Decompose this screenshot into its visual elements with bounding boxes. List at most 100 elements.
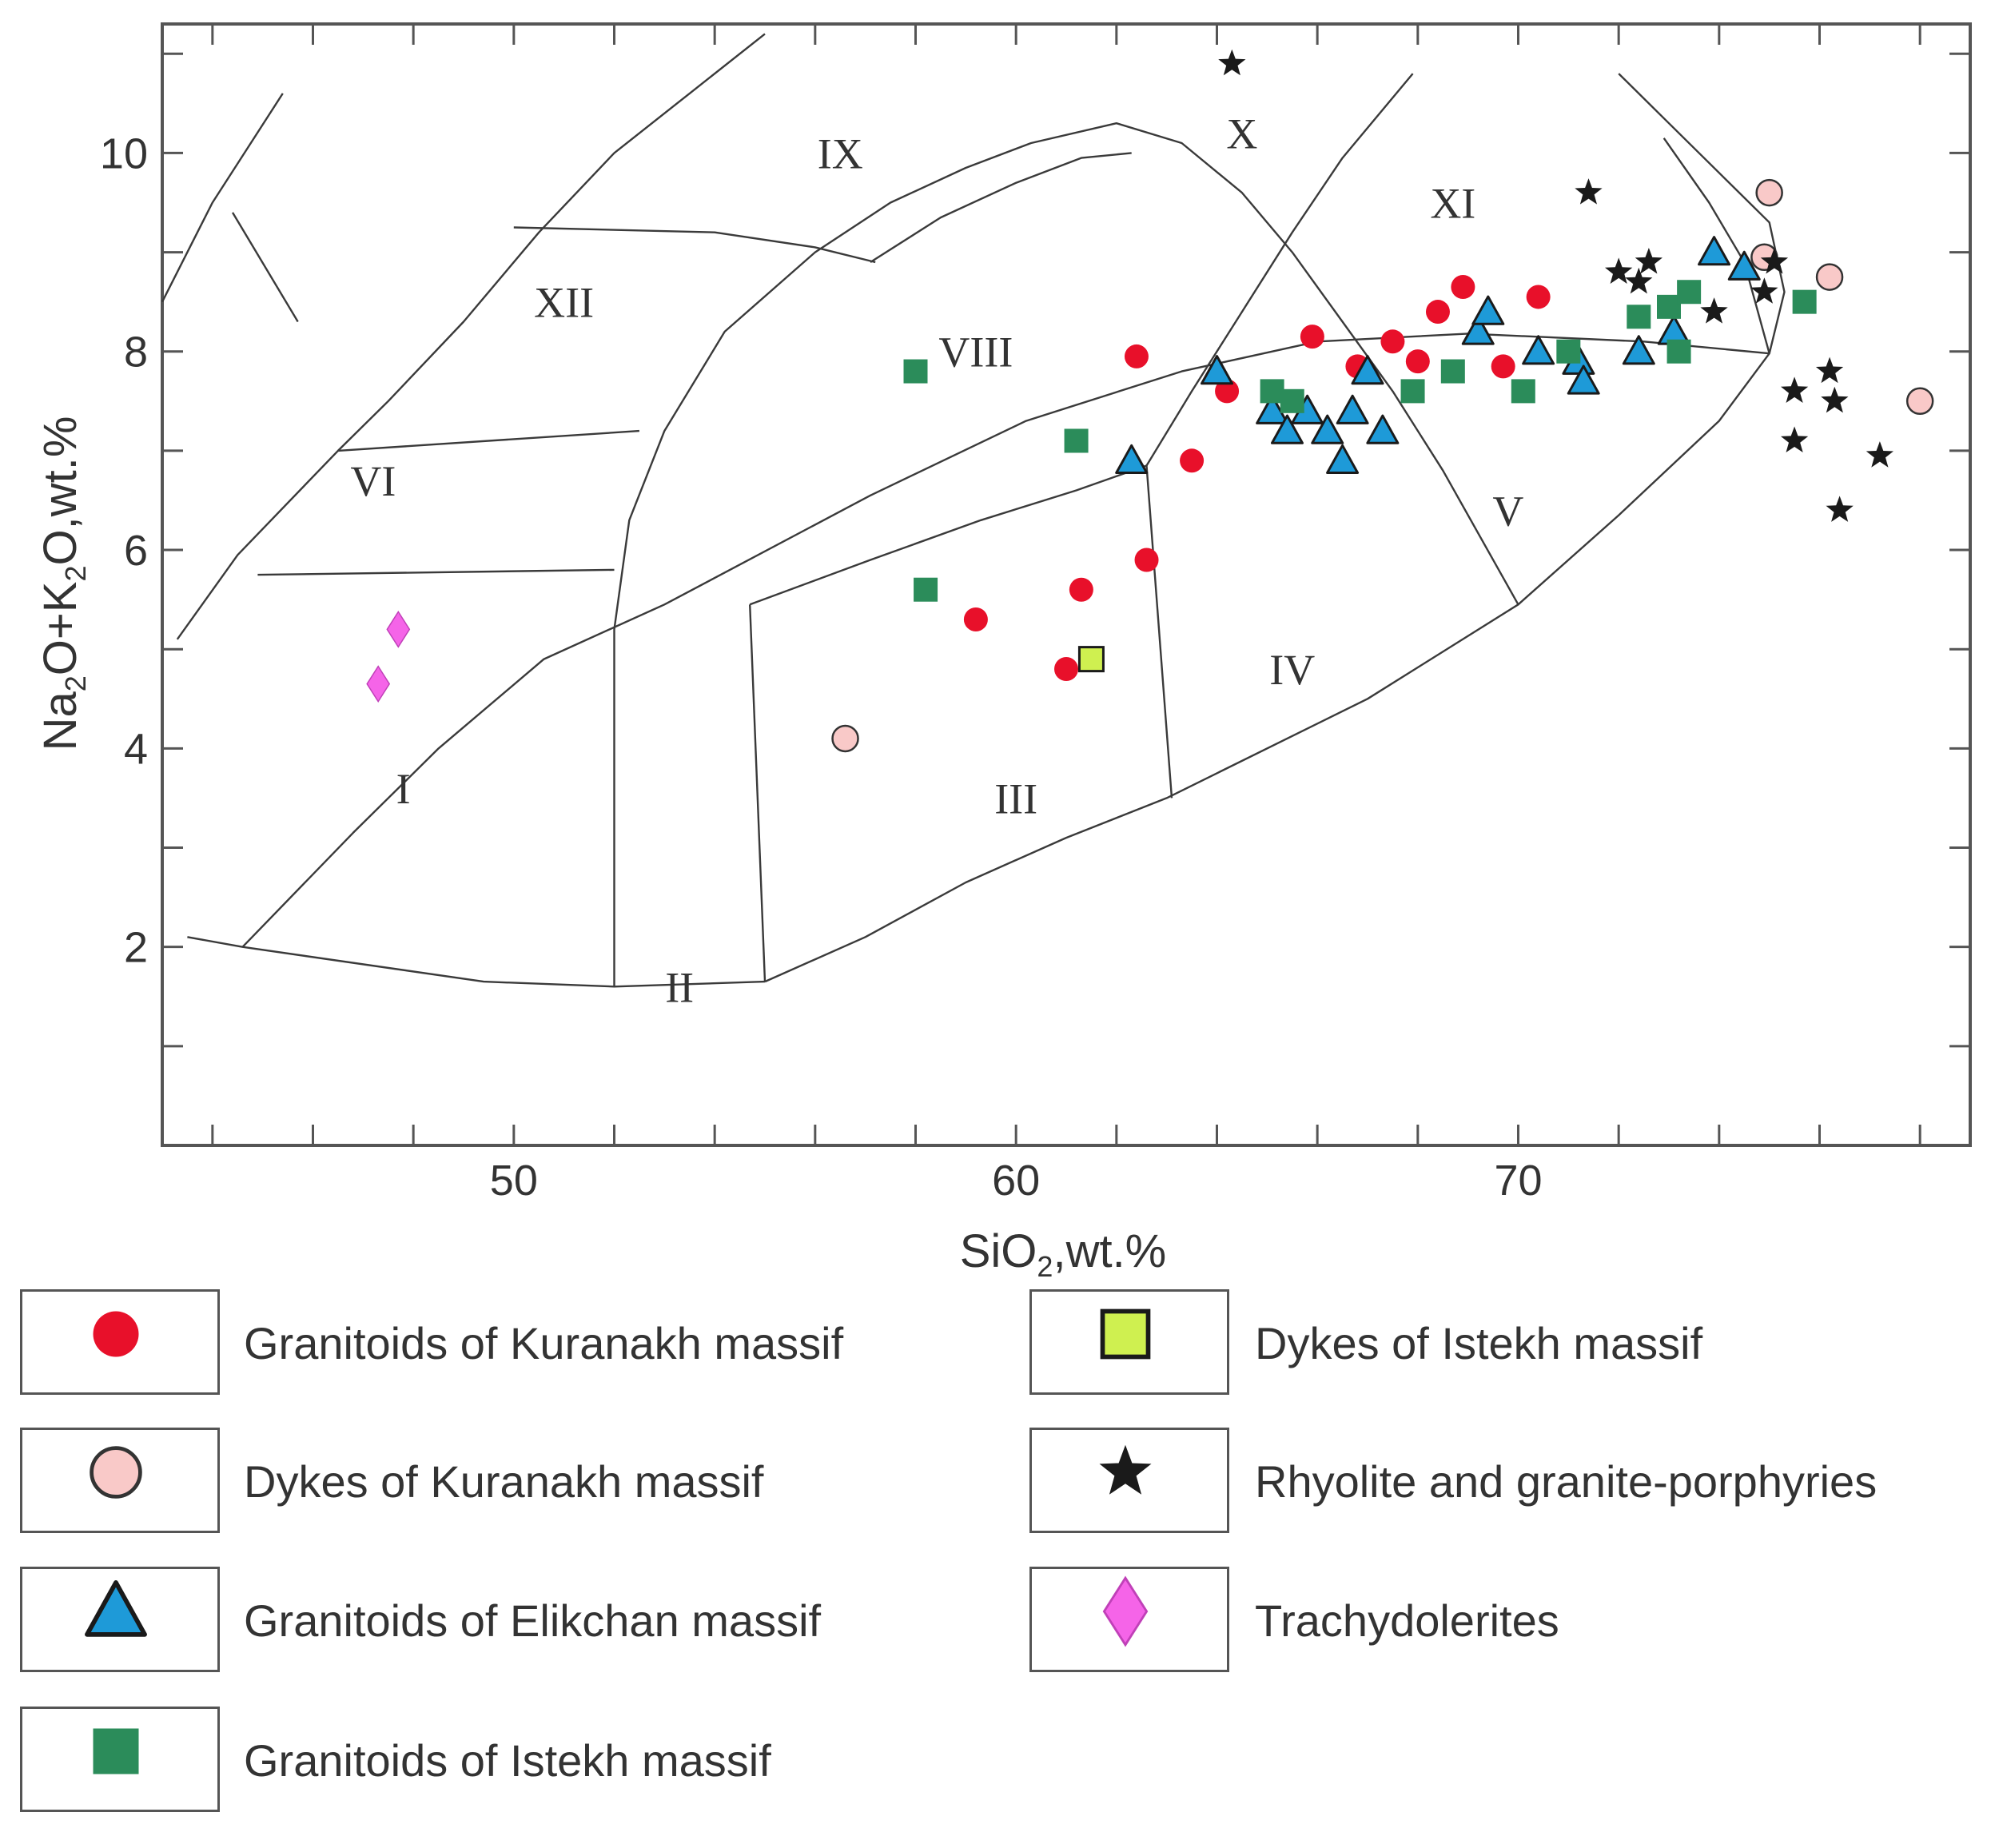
- data-point: [1115, 444, 1149, 475]
- data-point: [1815, 356, 1844, 384]
- data-point: [831, 724, 859, 753]
- field-label: I: [396, 765, 411, 813]
- series-group: [903, 280, 1817, 602]
- data-point: [1270, 414, 1304, 444]
- data-point: [1677, 280, 1702, 305]
- field-boundary-line: [613, 121, 1519, 987]
- legend-box: [1029, 1289, 1229, 1395]
- data-point: [1440, 359, 1465, 384]
- y-axis-title-sub: 2: [59, 675, 92, 691]
- y-axis-title-part: O,wt.%: [34, 416, 86, 566]
- data-point: [1280, 388, 1304, 413]
- field-boundary-line: [337, 429, 639, 452]
- data-point: [1635, 248, 1662, 274]
- data-point: [1326, 444, 1360, 475]
- x-axis-title-sub: 2: [1037, 1250, 1053, 1283]
- field-label: II: [665, 963, 694, 1011]
- data-point: [386, 610, 411, 648]
- legend-box: [20, 1567, 220, 1672]
- data-point: [1556, 339, 1581, 364]
- data-point: [1256, 394, 1289, 424]
- series-group: [1077, 646, 1105, 673]
- data-point: [1218, 49, 1246, 76]
- data-point: [1054, 657, 1078, 682]
- data-point: [1760, 248, 1789, 274]
- data-point: [1755, 178, 1783, 207]
- data-points: [366, 49, 1934, 753]
- data-point: [1698, 236, 1731, 266]
- field-label: III: [994, 775, 1037, 822]
- series-group: [963, 275, 1551, 682]
- data-point: [1471, 295, 1505, 325]
- data-point: [1064, 428, 1089, 453]
- legend-label: Dykes of Kuranakh massif: [244, 1456, 764, 1507]
- data-point: [903, 359, 928, 384]
- data-point: [1605, 257, 1633, 284]
- y-tick-label: 8: [124, 329, 148, 376]
- data-point: [1336, 394, 1369, 424]
- data-point: [1700, 297, 1728, 324]
- data-point: [1567, 364, 1600, 395]
- data-point: [1821, 386, 1849, 413]
- y-tick-label: 10: [100, 129, 148, 177]
- data-point: [1380, 329, 1405, 354]
- field-boundary-line: [1145, 465, 1173, 799]
- field-boundary-line: [1662, 137, 1770, 354]
- legend-label: Granitoids of Istekh massif: [244, 1735, 771, 1786]
- x-tick-label: 50: [490, 1157, 538, 1205]
- data-point: [914, 577, 938, 602]
- field-boundary-line: [1145, 73, 1414, 467]
- data-point: [1781, 376, 1809, 403]
- legend-label: Rhyolite and granite-porphyries: [1255, 1456, 1878, 1507]
- data-point: [1625, 267, 1653, 294]
- data-point: [963, 607, 988, 631]
- data-point: [1522, 335, 1555, 365]
- field-label: VI: [350, 457, 396, 505]
- series-group: [831, 178, 1934, 753]
- data-point: [1622, 335, 1655, 365]
- field-label: IV: [1269, 646, 1315, 694]
- data-point: [1727, 250, 1761, 281]
- data-point: [1627, 305, 1651, 329]
- data-point: [1260, 379, 1284, 404]
- data-point: [1491, 354, 1515, 379]
- data-point: [1366, 414, 1400, 444]
- y-tick-label: 2: [124, 924, 148, 972]
- x-axis-title: SiO2,wt.%: [960, 1225, 1167, 1283]
- field-label: IX: [818, 129, 863, 177]
- field-label: V: [1492, 487, 1523, 535]
- legend-box: [1029, 1428, 1229, 1533]
- data-point: [1815, 263, 1844, 291]
- field-boundary-line: [764, 73, 1786, 983]
- data-point: [1792, 289, 1817, 314]
- data-point: [1657, 294, 1681, 319]
- series-group: [1115, 236, 1761, 475]
- data-point: [366, 665, 391, 703]
- data-point: [1511, 379, 1535, 404]
- plot-frame: [161, 22, 1972, 1147]
- legend-box: [20, 1289, 220, 1395]
- field-boundaries: [161, 33, 1786, 988]
- x-tick-label: 70: [1494, 1157, 1542, 1205]
- data-point: [1425, 300, 1450, 325]
- legend-box: [20, 1428, 220, 1533]
- field-label: VIII: [938, 329, 1013, 376]
- data-point: [1666, 339, 1691, 364]
- data-point: [1461, 315, 1495, 345]
- data-point: [1826, 496, 1854, 522]
- field-boundary-line: [870, 152, 1132, 264]
- data-point: [1351, 355, 1384, 385]
- y-axis-title-part: O+K: [34, 581, 86, 675]
- field-label: X: [1226, 110, 1257, 158]
- data-point: [1905, 387, 1934, 416]
- field-boundary-line: [176, 33, 766, 640]
- y-axis-title-part: Na: [34, 691, 86, 751]
- data-point: [1781, 426, 1809, 452]
- data-point: [1750, 277, 1778, 304]
- field-boundary-line: [513, 226, 876, 264]
- data-point: [1405, 349, 1430, 374]
- field-boundary-line: [749, 464, 1147, 606]
- y-axis-title: Na2O+K2O,wt.%: [34, 416, 92, 751]
- data-point: [1215, 379, 1240, 404]
